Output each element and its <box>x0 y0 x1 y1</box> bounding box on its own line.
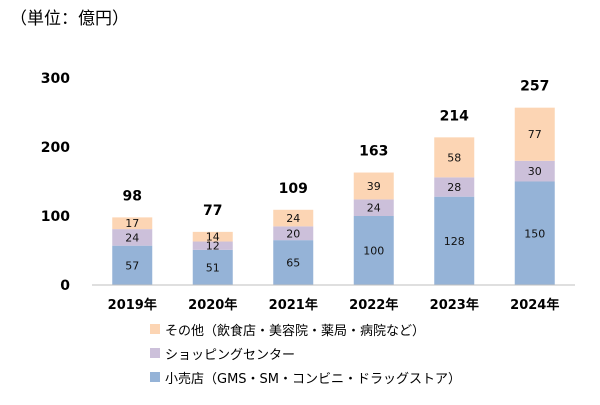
bar-segment <box>112 217 153 230</box>
x-tick-label: 2019年 <box>108 297 157 313</box>
bar-segment <box>434 196 475 285</box>
data-label: 150 <box>524 227 545 240</box>
data-label: 12 <box>206 240 220 253</box>
legend-label-retail: 小売店（GMS・SM・コンビニ・ドラッグストア） <box>165 371 462 387</box>
bar-segment <box>514 107 555 161</box>
bar-segment <box>273 226 314 241</box>
legend-swatch-shopping-center <box>150 348 160 358</box>
data-label: 65 <box>286 257 300 270</box>
data-label: 57 <box>125 259 139 272</box>
total-label: 98 <box>123 188 142 204</box>
bar-segment <box>434 137 475 178</box>
legend-label-other: その他（飲食店・美容院・薬局・病院など） <box>165 323 426 339</box>
data-label: 77 <box>528 128 542 141</box>
bar-segment <box>192 241 233 250</box>
bar-segment <box>112 245 153 285</box>
total-label: 257 <box>520 79 549 95</box>
x-axis: 2019年 2020年 2021年 2022年 2023年 2024年 <box>108 297 560 313</box>
y-tick-label: 300 <box>41 71 70 87</box>
y-tick-label: 100 <box>41 209 70 225</box>
total-label: 163 <box>359 144 388 160</box>
y-tick-label: 0 <box>60 278 70 294</box>
legend-swatch-retail <box>150 372 160 382</box>
bar-segment <box>273 240 314 285</box>
legend: その他（飲食店・美容院・薬局・病院など） ショッピングセンター 小売店（GMS・… <box>150 317 461 389</box>
legend-swatch-other <box>150 324 160 334</box>
bar-segment <box>353 216 394 285</box>
x-tick-label: 2021年 <box>269 297 318 313</box>
data-label: 17 <box>125 217 139 230</box>
bar-segment <box>273 209 314 227</box>
data-label: 20 <box>286 227 300 240</box>
data-label: 128 <box>444 235 465 248</box>
data-label: 28 <box>447 181 461 194</box>
total-label: 214 <box>440 108 469 124</box>
bar-segment <box>192 249 233 285</box>
bar-segment <box>434 177 475 197</box>
data-label: 24 <box>367 202 381 215</box>
bar-segment <box>112 229 153 246</box>
x-tick-label: 2023年 <box>430 297 479 313</box>
bars: 5724179851121477652024109100243916312828… <box>112 79 555 285</box>
bar-segment <box>514 181 555 285</box>
data-label: 30 <box>528 165 542 178</box>
total-label: 109 <box>279 181 308 197</box>
data-label: 14 <box>206 231 220 244</box>
total-label: 77 <box>203 203 222 219</box>
unit-label: （単位：億円） <box>10 9 129 29</box>
data-label: 39 <box>367 180 381 193</box>
y-axis: 0 100 200 300 <box>41 71 70 294</box>
data-label: 100 <box>363 245 384 258</box>
x-tick-label: 2022年 <box>349 297 398 313</box>
legend-label-shopping-center: ショッピングセンター <box>165 347 296 363</box>
bar-segment <box>353 172 394 200</box>
bar-segment <box>353 199 394 216</box>
legend-item-shopping-center: ショッピングセンター <box>150 341 461 365</box>
data-label: 51 <box>206 261 220 274</box>
x-tick-label: 2024年 <box>510 297 559 313</box>
legend-item-other: その他（飲食店・美容院・薬局・病院など） <box>150 317 461 341</box>
data-label: 24 <box>125 231 139 244</box>
data-label: 24 <box>286 212 300 225</box>
bar-segment <box>192 231 233 242</box>
legend-item-retail: 小売店（GMS・SM・コンビニ・ドラッグストア） <box>150 365 461 389</box>
y-tick-label: 200 <box>41 140 70 156</box>
data-label: 58 <box>447 151 461 164</box>
x-tick-label: 2020年 <box>188 297 237 313</box>
bar-segment <box>514 160 555 182</box>
